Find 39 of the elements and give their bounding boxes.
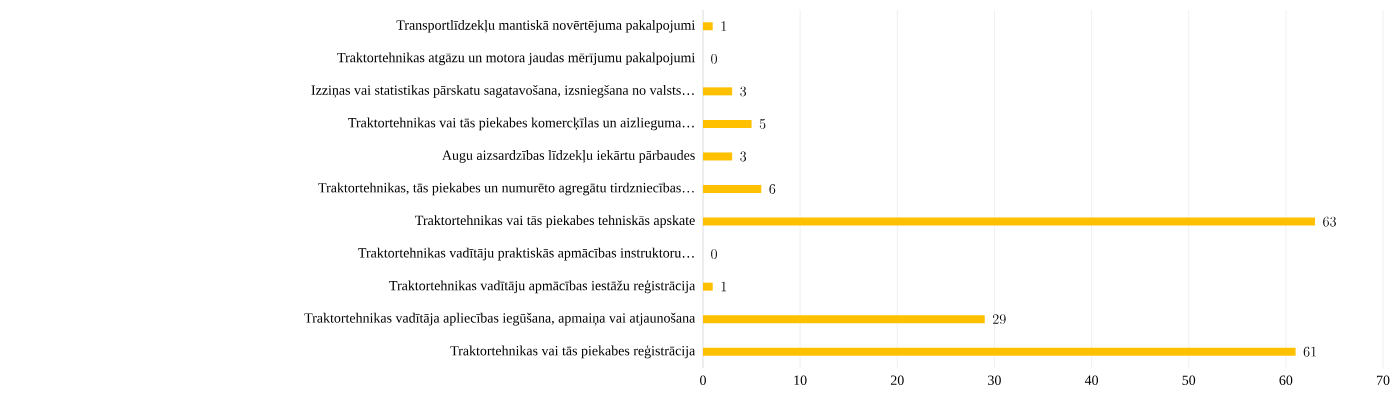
data-label: 5 (759, 119, 766, 129)
x-tick-label: 60 (1279, 375, 1293, 385)
x-tick-label: 50 (1182, 375, 1196, 385)
x-tick-label: 40 (1084, 375, 1099, 385)
y-tick-label: Traktortehnikas vai tās piekabes tehniskās apskate (415, 215, 695, 228)
data-label: 63 (1323, 216, 1336, 227)
y-tick-label: Traktortehnikas vai tās piekabes reģistrācija (450, 345, 696, 359)
data-label: 6 (769, 184, 776, 194)
bar (703, 87, 733, 96)
data-label: 3 (740, 86, 747, 97)
data-label: 1 (721, 21, 727, 31)
x-tick-label: 30 (988, 375, 1001, 385)
y-tick-label: Traktortehnikas atgāzu un motora jaudas mērījumu pakalpojumi (337, 52, 696, 66)
data-label: 3 (740, 151, 747, 162)
bar (703, 315, 985, 324)
y-tick-label: Traktortehnikas vadītāju praktiskās apmācības instruktoru… (358, 247, 694, 261)
x-tick-label: 20 (890, 375, 904, 385)
y-tick-label: Transportlīdzekļu mantiskā novērtējuma pakalpojumi (396, 19, 695, 33)
bar (703, 217, 1316, 226)
bar (703, 282, 713, 291)
bar (703, 347, 1296, 356)
x-tick-label: 0 (700, 375, 706, 385)
bar (703, 22, 713, 31)
data-label: 1 (721, 281, 727, 292)
x-tick-label: 10 (794, 375, 807, 385)
data-label: 61 (1303, 346, 1316, 357)
x-tick-label: 70 (1376, 375, 1390, 385)
y-tick-label: Traktortehnikas vadītāju apmācības iestāžu reģistrācija (389, 280, 696, 294)
bar (703, 119, 752, 128)
y-tick-label: Traktortehnikas, tās piekabes un numurēto agregātu tirdzniecības… (318, 182, 694, 196)
data-label: 0 (711, 53, 717, 64)
data-label: 0 (711, 249, 717, 260)
y-tick-label: Izziņas vai statistikas pārskatu sagatavošana, izsniegšana no valsts… (311, 85, 694, 98)
bar (703, 152, 733, 161)
y-tick-label: Traktortehnikas vai tās piekabes komercķīlas un aizlieguma… (348, 117, 694, 131)
bar (703, 185, 762, 193)
y-tick-label: Traktortehnikas vadītāja apliecības iegūšana, apmaiņa vai atjaunošana (304, 312, 696, 326)
y-tick-label: Augu aizsardzības līdzekļu iekārtu pārbaudes (442, 150, 695, 163)
data-label: 29 (992, 314, 1006, 325)
